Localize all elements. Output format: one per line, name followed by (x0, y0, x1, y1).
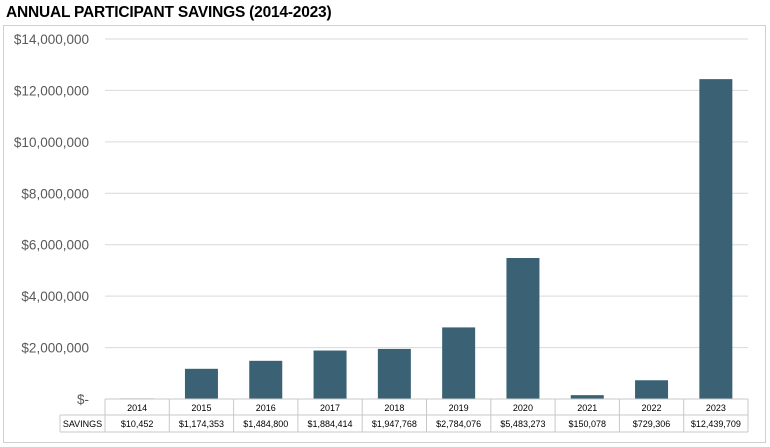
data-label: $1,947,768 (372, 419, 417, 429)
category-label: 2018 (384, 403, 404, 413)
data-label: $12,439,709 (691, 419, 741, 429)
category-label: 2016 (256, 403, 276, 413)
data-label: $1,174,353 (179, 419, 224, 429)
category-label: 2017 (320, 403, 340, 413)
bar-2023 (699, 79, 733, 399)
y-tick-label: $14,000,000 (14, 32, 89, 47)
y-tick-label: $2,000,000 (21, 341, 89, 356)
bar-2020 (506, 258, 540, 399)
bar-2016 (249, 360, 283, 399)
data-label: $729,306 (633, 419, 671, 429)
bar-2015 (184, 368, 218, 399)
chart-title: ANNUAL PARTICIPANT SAVINGS (2014-2023) (6, 4, 332, 21)
y-tick-label: $- (77, 392, 89, 407)
category-label: 2023 (706, 403, 726, 413)
y-tick-label: $8,000,000 (21, 186, 89, 201)
y-tick-label: $10,000,000 (14, 135, 89, 150)
gridlines (105, 38, 748, 349)
category-label: 2015 (191, 403, 211, 413)
data-label: $2,784,076 (436, 419, 481, 429)
bar-2022 (635, 380, 669, 399)
category-label: 2020 (513, 403, 533, 413)
data-label: $10,452 (121, 419, 154, 429)
data-label: $5,483,273 (500, 419, 545, 429)
bar-2019 (442, 327, 476, 399)
y-tick-label: $4,000,000 (21, 289, 89, 304)
data-label: $150,078 (568, 419, 606, 429)
y-tick-label: $12,000,000 (14, 83, 89, 98)
data-table: SAVINGS 2014 $10,452 2015 $1,174,353 2016 $1,4… (59, 398, 749, 433)
category-label: 2019 (449, 403, 469, 413)
bar-2018 (377, 348, 411, 399)
category-label: 2022 (642, 403, 662, 413)
data-label: $1,884,414 (308, 419, 353, 429)
chart-frame (3, 25, 766, 443)
y-tick-label: $6,000,000 (21, 238, 89, 253)
bar-2017 (313, 350, 347, 399)
data-label: $1,484,800 (243, 419, 288, 429)
bar-2021 (570, 395, 604, 399)
bars (120, 79, 733, 399)
table-row-header: SAVINGS (63, 419, 102, 429)
y-axis-ticks: $- $2,000,000 $4,000,000 $6,000,000 $8,000,0… (14, 32, 89, 407)
category-label: 2014 (127, 403, 147, 413)
category-label: 2021 (577, 403, 597, 413)
